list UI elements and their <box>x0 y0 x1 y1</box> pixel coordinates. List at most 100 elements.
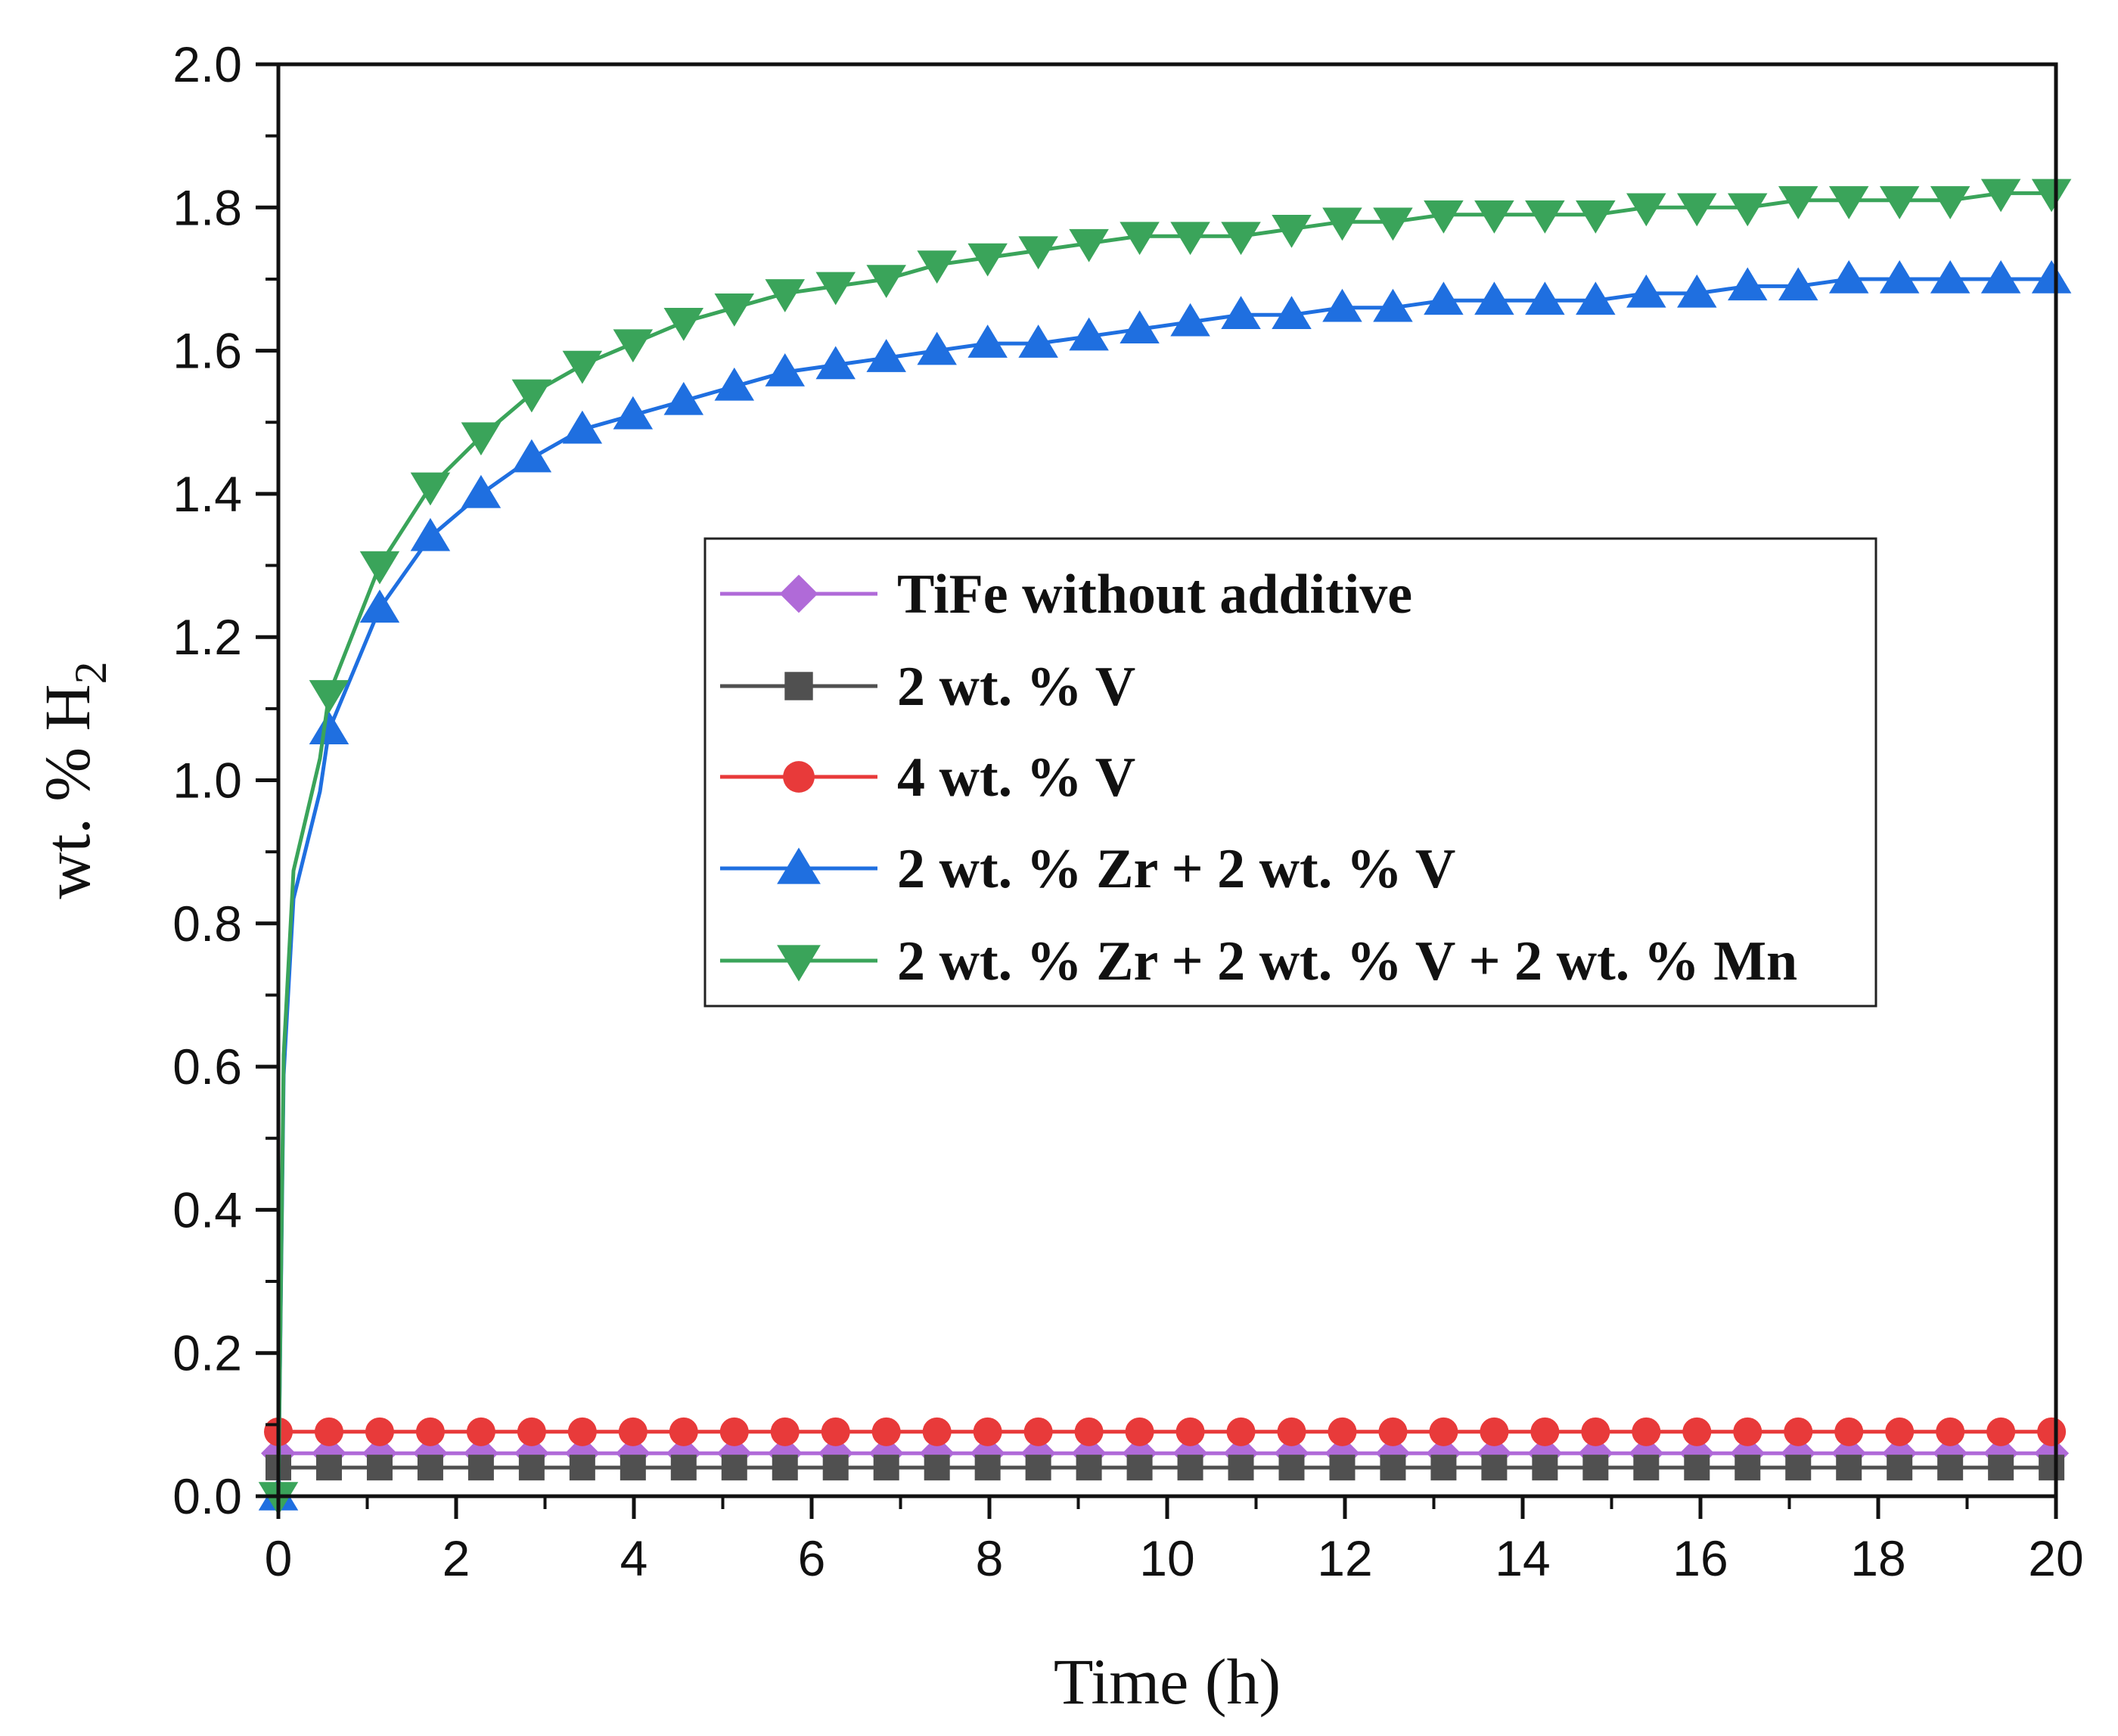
data-point <box>1936 1417 1965 1446</box>
y-axis-title: wt. % H2 <box>31 661 116 899</box>
y-tick-label: 0.0 <box>172 1468 242 1524</box>
data-point <box>1373 288 1413 322</box>
data-point <box>917 250 957 284</box>
data-point <box>719 1417 749 1446</box>
y-tick-label: 0.8 <box>172 896 242 952</box>
data-point <box>613 329 654 363</box>
data-point <box>1329 1455 1356 1481</box>
data-point <box>2031 259 2072 293</box>
data-point <box>1930 259 1970 293</box>
data-point <box>518 1455 545 1481</box>
data-point <box>1980 179 2021 213</box>
data-point <box>669 1417 698 1446</box>
data-point <box>1226 1417 1256 1446</box>
data-point <box>1626 274 1666 308</box>
legend-swatch-marker <box>777 847 821 884</box>
data-point <box>620 1455 646 1481</box>
data-point <box>1120 222 1160 256</box>
data-point <box>618 1417 648 1446</box>
data-point <box>873 1455 899 1481</box>
data-point <box>1228 1455 1254 1481</box>
data-point <box>815 346 856 380</box>
legend-item-4-wt-v: 4 wt. % V <box>720 747 1135 809</box>
data-point <box>1785 1455 1812 1481</box>
series-2-wt-v <box>266 1455 2065 1481</box>
data-point <box>410 517 451 551</box>
data-point <box>1828 186 1869 219</box>
series-4-wt-v <box>264 1417 2067 1446</box>
data-point <box>2039 1455 2065 1481</box>
data-point <box>663 307 704 341</box>
data-point <box>822 1455 849 1481</box>
data-point <box>967 325 1008 358</box>
data-point <box>663 381 704 415</box>
data-point <box>1525 281 1565 315</box>
data-point <box>2031 179 2072 213</box>
x-tick-label: 18 <box>1850 1530 1905 1586</box>
data-point <box>967 243 1008 277</box>
data-point <box>1074 1417 1104 1446</box>
x-tick-label: 10 <box>1139 1530 1194 1586</box>
data-point <box>1278 1455 1305 1481</box>
x-tick-label: 0 <box>265 1530 293 1586</box>
data-point <box>359 589 400 623</box>
data-point <box>1930 186 1970 219</box>
data-point <box>415 1417 445 1446</box>
y-tick-label: 1.6 <box>172 323 242 379</box>
data-point <box>1885 1417 1915 1446</box>
data-point <box>309 680 349 713</box>
data-point <box>765 352 805 387</box>
y-tick-label: 1.2 <box>172 609 242 665</box>
data-point <box>821 1417 850 1446</box>
legend-swatch-marker <box>777 945 821 982</box>
data-point <box>1677 274 1717 308</box>
data-point <box>1175 1417 1205 1446</box>
data-point <box>2037 1417 2067 1446</box>
y-tick-label: 1.8 <box>172 179 242 235</box>
data-point <box>714 367 755 401</box>
series-2-wt-zr-2-wt-v-2-wt-mn <box>258 179 2072 1515</box>
data-point <box>1125 1417 1154 1446</box>
series-2-wt-zr-2-wt-v <box>258 259 2072 1511</box>
data-point <box>1120 310 1160 343</box>
data-point <box>309 711 349 744</box>
data-point <box>1734 1455 1761 1481</box>
legend-box <box>703 537 1877 1008</box>
data-point <box>1424 200 1464 234</box>
data-point <box>1525 200 1565 234</box>
x-tick-label: 20 <box>2028 1530 2083 1586</box>
data-point <box>562 350 603 384</box>
data-point <box>973 1417 1002 1446</box>
data-point <box>1474 281 1514 315</box>
data-point <box>359 551 400 585</box>
legend-swatch-marker <box>784 672 813 700</box>
data-point <box>511 439 552 473</box>
legend-label: 2 wt. % V <box>897 656 1135 718</box>
legend-label: TiFe without additive <box>897 564 1412 626</box>
data-point <box>417 1455 443 1481</box>
data-point <box>1986 1417 2016 1446</box>
y-axis-title-main: wt. % H <box>31 684 104 899</box>
data-point <box>770 1417 800 1446</box>
data-point <box>613 396 654 430</box>
legend-item-2-wt-zr-2-wt-v: 2 wt. % Zr + 2 wt. % V <box>720 838 1455 900</box>
y-tick-label: 0.6 <box>172 1039 242 1095</box>
data-point <box>924 1455 950 1481</box>
legend: TiFe without additive 2 wt. % V 4 wt. % V 2… <box>703 537 1877 1008</box>
data-point <box>1023 1417 1053 1446</box>
data-point <box>1576 200 1616 234</box>
data-point <box>1576 281 1616 315</box>
data-point <box>1879 186 1920 219</box>
data-point <box>1221 296 1261 330</box>
data-point <box>1836 1455 1862 1481</box>
data-point <box>1378 1417 1408 1446</box>
data-point <box>1733 1417 1762 1446</box>
data-point <box>1322 288 1362 322</box>
data-point <box>974 1455 1001 1481</box>
data-point <box>871 1417 901 1446</box>
x-tick-label: 16 <box>1672 1530 1728 1586</box>
data-point <box>1373 207 1413 241</box>
data-point <box>467 1455 494 1481</box>
data-point <box>772 1455 798 1481</box>
